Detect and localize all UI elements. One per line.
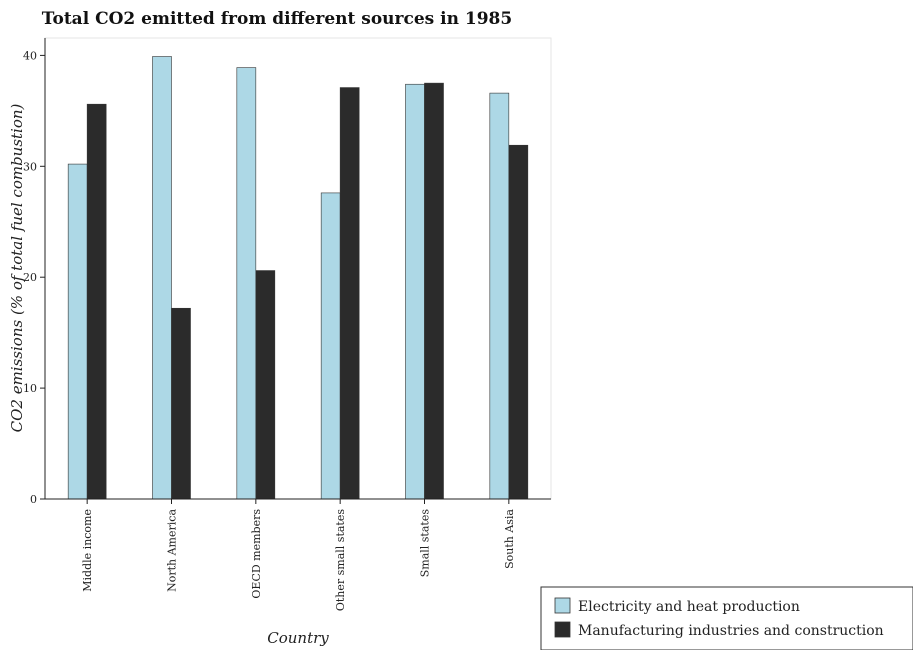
bar-manufacturing-5 bbox=[508, 144, 529, 500]
legend-box bbox=[540, 586, 913, 650]
chart-title: Total CO2 emitted from different sources… bbox=[42, 9, 512, 29]
legend-swatch-manufacturing bbox=[554, 621, 571, 638]
y-tick-label-4: 40 bbox=[23, 49, 37, 62]
y-axis-label: CO2 emissions (% of total fuel combustio… bbox=[8, 103, 26, 432]
bar-electricity-3 bbox=[320, 192, 341, 500]
x-tick-label-4: Small states bbox=[419, 509, 432, 578]
y-tick-label-1: 10 bbox=[23, 382, 37, 395]
legend: Electricity and heat production Manufact… bbox=[540, 586, 913, 650]
bar-manufacturing-1 bbox=[171, 307, 191, 500]
y-tick-label-2: 20 bbox=[23, 271, 37, 284]
x-tick-label-5: South Asia bbox=[503, 509, 516, 569]
y-tick-label-0: 0 bbox=[30, 493, 37, 506]
bar-electricity-5 bbox=[489, 92, 510, 500]
x-tick-label-3: Other small states bbox=[334, 509, 347, 612]
x-axis-label: Country bbox=[267, 629, 329, 647]
bars-layer bbox=[67, 56, 529, 500]
bar-electricity-2 bbox=[236, 67, 257, 500]
legend-label-manufacturing: Manufacturing industries and constructio… bbox=[578, 623, 884, 639]
bar-electricity-4 bbox=[405, 83, 425, 500]
bar-manufacturing-2 bbox=[255, 270, 276, 500]
y-axis: 0 10 20 30 40 bbox=[23, 38, 46, 506]
legend-label-electricity: Electricity and heat production bbox=[578, 599, 800, 615]
bar-manufacturing-3 bbox=[339, 87, 360, 500]
y-tick-label-3: 30 bbox=[23, 160, 37, 173]
bar-electricity-0 bbox=[67, 163, 88, 500]
bar-manufacturing-4 bbox=[424, 82, 444, 500]
bar-manufacturing-0 bbox=[86, 103, 107, 500]
legend-swatch-electricity bbox=[554, 597, 571, 614]
bar-electricity-1 bbox=[152, 56, 172, 500]
x-axis: Middle income North America OECD members Ot… bbox=[45, 498, 551, 612]
x-tick-label-1: North America bbox=[166, 509, 179, 592]
x-tick-label-2: OECD members bbox=[250, 509, 263, 599]
plot-area bbox=[44, 37, 552, 500]
x-tick-label-0: Middle income bbox=[81, 509, 94, 592]
